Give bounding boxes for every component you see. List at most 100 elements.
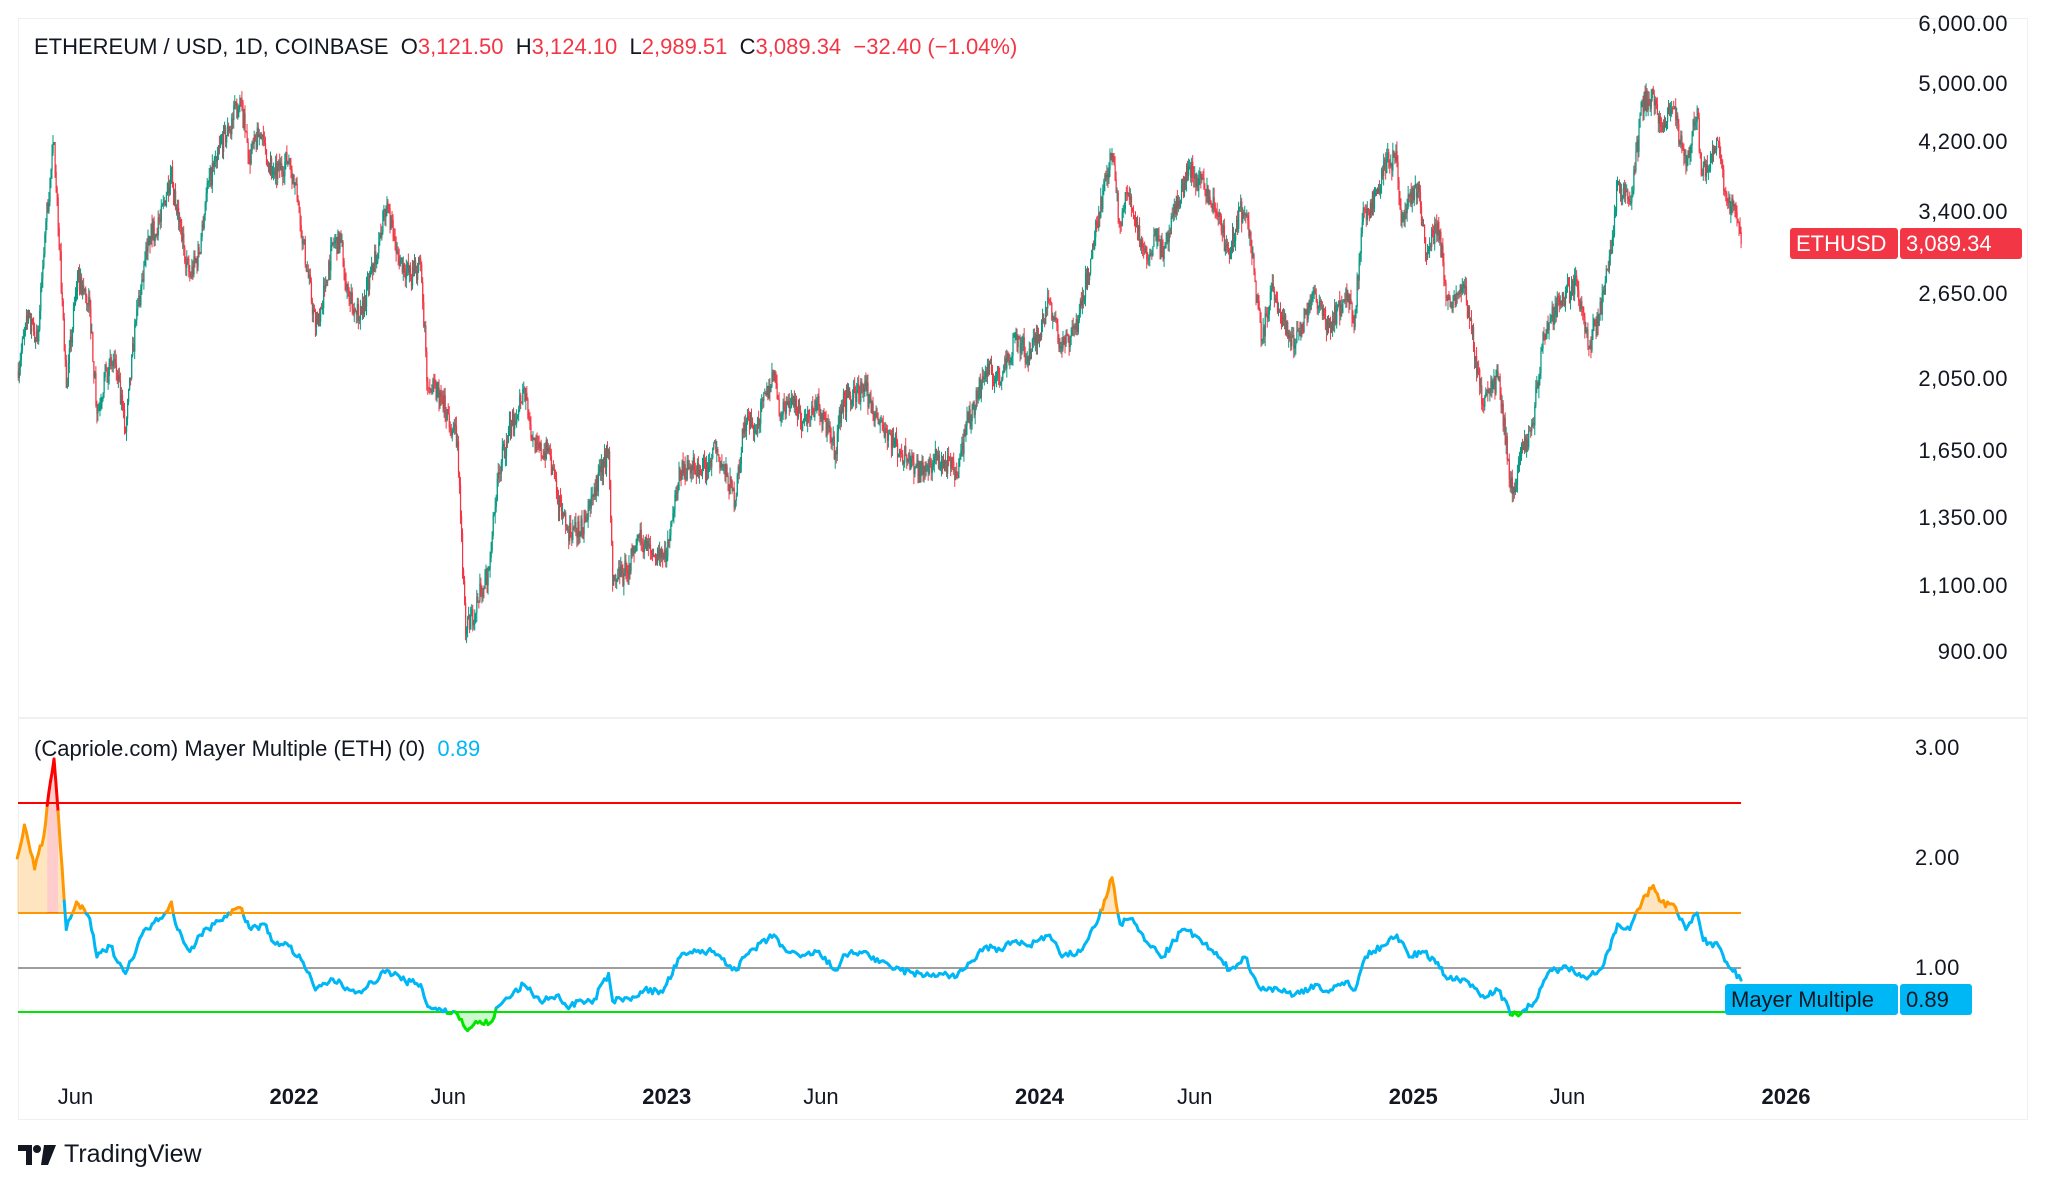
candle-body	[155, 233, 157, 238]
tradingview-logo-icon	[18, 1144, 56, 1165]
candle-body	[1463, 283, 1466, 289]
candle-body	[1169, 232, 1171, 235]
candle-body	[361, 301, 364, 314]
candle-body	[1666, 121, 1668, 128]
candle-body	[1365, 209, 1367, 221]
candle-body	[1225, 243, 1228, 246]
candle-body	[883, 431, 885, 438]
candle-body	[23, 331, 26, 337]
candle-body	[934, 448, 937, 458]
candle-body	[660, 548, 662, 559]
candle-body	[735, 495, 737, 502]
candle-body	[1284, 314, 1286, 321]
candle-body	[411, 268, 414, 286]
candle-body	[1128, 193, 1131, 200]
candle-body	[1680, 135, 1682, 141]
candle-body	[1592, 323, 1594, 331]
candle-body	[1616, 184, 1619, 186]
candle-body	[1524, 437, 1526, 445]
candle-body	[617, 577, 619, 581]
candle-body	[449, 427, 451, 430]
candle-body	[1531, 423, 1533, 432]
mayer-segment	[609, 986, 615, 1003]
candle-body	[1640, 106, 1642, 116]
candle-body	[1731, 198, 1733, 207]
candle-body	[1519, 456, 1522, 462]
candle-body	[1672, 107, 1674, 109]
candle-body	[310, 281, 313, 302]
candle-body	[520, 395, 522, 403]
candle-body	[1712, 149, 1715, 153]
candle-body	[1091, 258, 1093, 260]
candle-body	[563, 512, 565, 517]
candle-body	[608, 451, 610, 454]
candle-body	[1182, 184, 1185, 194]
candle-body	[59, 250, 61, 252]
candle-body	[106, 371, 108, 383]
candle-body	[1630, 202, 1632, 204]
candle-body	[371, 263, 373, 273]
candle-body	[527, 399, 529, 418]
candle-body	[1335, 305, 1337, 325]
candle-body	[828, 425, 830, 428]
candle-body	[1289, 333, 1291, 339]
candle-body	[1533, 422, 1535, 426]
candle-body	[612, 541, 614, 586]
tradingview-logo[interactable]: TradingView	[18, 1140, 202, 1169]
candle-body	[811, 405, 813, 417]
candle-body	[1000, 381, 1002, 385]
time-axis-tick: 2026	[1761, 1084, 1811, 1109]
candle-body	[174, 191, 176, 198]
candle-body	[1137, 222, 1139, 231]
candle-body	[314, 312, 317, 328]
candle-body	[138, 295, 140, 306]
candle-body	[1619, 182, 1621, 193]
candle-body	[783, 402, 785, 410]
candle-body	[157, 217, 159, 236]
candle-body	[1092, 243, 1094, 259]
candle-body	[632, 546, 634, 553]
symbol-title[interactable]: ETHEREUM / USD, 1D, COINBASE	[34, 34, 389, 59]
candle-body	[107, 375, 109, 383]
candle-body	[1392, 150, 1394, 171]
candle-body	[1333, 319, 1335, 324]
candle-body	[485, 571, 487, 578]
candle-body	[441, 396, 443, 398]
candle-body	[1366, 208, 1369, 221]
candle-body	[1361, 221, 1363, 234]
candle-body	[802, 421, 804, 432]
indicator-title[interactable]: (Capriole.com) Mayer Multiple (ETH) (0)	[34, 736, 426, 761]
candle-body	[1658, 116, 1661, 124]
candle-body	[940, 459, 943, 468]
candle-body	[62, 300, 64, 319]
candle-body	[329, 261, 331, 271]
candle-body	[1299, 331, 1301, 337]
candle-body	[1240, 201, 1242, 208]
candle-body	[1070, 334, 1072, 337]
pane-divider[interactable]	[18, 717, 2028, 719]
candle-body	[634, 550, 636, 553]
candle-body	[1422, 224, 1425, 226]
candle-body	[1229, 250, 1232, 259]
candle-body	[340, 238, 342, 243]
candle-body	[199, 253, 201, 255]
candle-body	[620, 565, 622, 577]
candle-body	[1205, 189, 1207, 197]
candle-body	[503, 443, 506, 458]
candle-body	[175, 191, 177, 208]
candle-body	[264, 143, 267, 151]
candle-body	[478, 600, 480, 602]
candle-body	[1368, 211, 1371, 219]
candle-body	[64, 350, 66, 360]
overbought-fill	[36, 854, 39, 913]
candle-body	[402, 263, 404, 273]
candle-body	[636, 537, 638, 545]
candle-body	[1049, 299, 1051, 301]
candle-body	[979, 378, 981, 398]
candle-body	[451, 431, 453, 436]
mayer-segment	[492, 1006, 498, 1019]
candle-body	[68, 348, 71, 364]
candle-body	[1077, 320, 1079, 333]
candle-body	[1244, 214, 1246, 216]
